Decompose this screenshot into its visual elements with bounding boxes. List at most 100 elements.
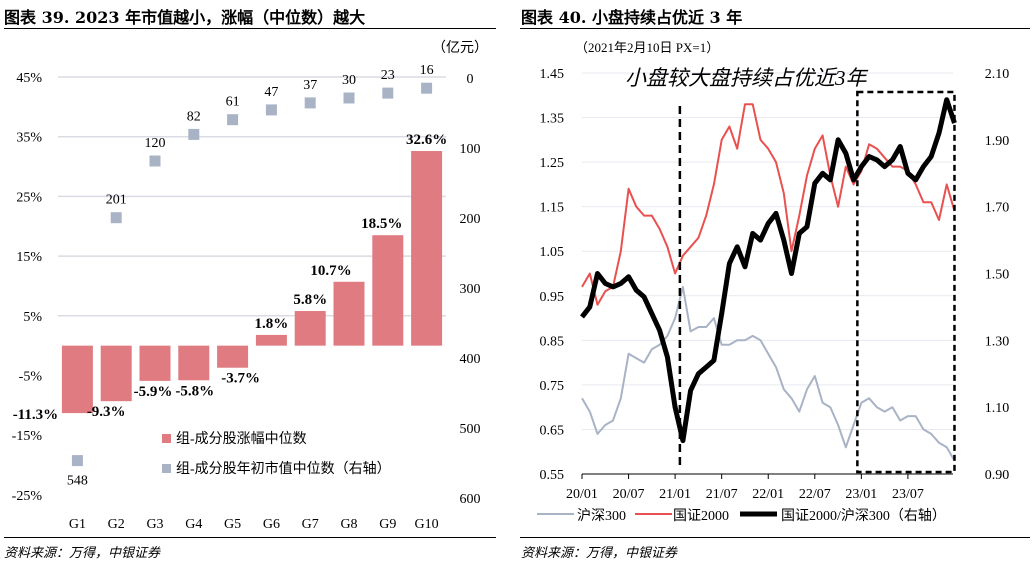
left-source: 资料来源：万得，中银证券 bbox=[4, 546, 161, 561]
scatter-point-G5 bbox=[227, 114, 239, 126]
x-tick-label: 22/01 bbox=[752, 487, 784, 502]
scatter-data-label: 61 bbox=[226, 95, 240, 110]
y-left-tick-label: 0.65 bbox=[540, 423, 565, 438]
scatter-data-label: 120 bbox=[145, 136, 166, 151]
bar-data-label: -3.7% bbox=[221, 371, 260, 387]
scatter-data-label: 23 bbox=[381, 68, 395, 83]
bar-data-label: 10.7% bbox=[310, 263, 351, 279]
scatter-data-label: 16 bbox=[420, 63, 434, 78]
x-tick-label: 20/07 bbox=[613, 487, 645, 502]
title-rule-left bbox=[4, 28, 496, 29]
y-right-unit: （亿元） bbox=[432, 40, 488, 56]
x-tick-label: G10 bbox=[415, 517, 439, 532]
scatter-data-label: 82 bbox=[187, 109, 201, 124]
bar-data-label: -5.8% bbox=[175, 383, 214, 399]
scatter-point-G4 bbox=[188, 128, 200, 140]
scatter-data-label: 37 bbox=[303, 78, 317, 93]
bar-data-label: -9.3% bbox=[87, 404, 126, 420]
x-tick-label: 21/07 bbox=[706, 487, 738, 502]
scatter-data-label: 30 bbox=[342, 73, 356, 88]
y-right-tick-label: 1.70 bbox=[985, 201, 1010, 216]
scatter-point-G10 bbox=[421, 82, 433, 94]
source-rule-left bbox=[4, 537, 496, 538]
y-right-tick-label: 0 bbox=[467, 72, 474, 87]
x-tick-label: 21/01 bbox=[659, 487, 691, 502]
y-right-tick-label: 100 bbox=[460, 142, 481, 157]
y-left-tick-label: 15% bbox=[16, 250, 42, 265]
line-series-0 bbox=[581, 285, 956, 462]
y-left-tick-label: -5% bbox=[19, 370, 43, 385]
dashed-box-marker bbox=[856, 90, 956, 474]
bar-data-label: -11.3% bbox=[13, 407, 58, 423]
bar-G7 bbox=[294, 311, 326, 346]
chart-annotation: 小盘较大盘持续占优近3年 bbox=[625, 66, 868, 90]
y-left-tick-label: 1.05 bbox=[540, 245, 565, 260]
right-source: 资料来源：万得，中银证券 bbox=[521, 546, 678, 561]
y-right-tick-label: 500 bbox=[460, 422, 481, 437]
y-right-tick-label: 400 bbox=[460, 352, 481, 367]
y-right-tick-label: 200 bbox=[460, 212, 481, 227]
x-tick-label: 23/01 bbox=[845, 487, 877, 502]
y-right-tick-label: 600 bbox=[460, 492, 481, 507]
y-left-tick-label: 25% bbox=[16, 190, 42, 205]
y-right-tick-label: 0.90 bbox=[985, 468, 1010, 483]
chart-subtitle: （2021年2月10日 PX=1） bbox=[575, 40, 719, 55]
line-series-1 bbox=[581, 103, 956, 306]
y-left-tick-label: 35% bbox=[16, 131, 42, 146]
bar-data-label: 1.8% bbox=[255, 316, 289, 332]
bar-G10 bbox=[411, 151, 443, 346]
legend-label-1: 国证2000 bbox=[673, 508, 729, 524]
y-left-tick-label: 0.95 bbox=[540, 290, 565, 305]
x-tick-label: G1 bbox=[69, 517, 86, 532]
scatter-point-G1 bbox=[71, 455, 83, 467]
y-right-tick-label: 1.90 bbox=[985, 134, 1010, 149]
x-tick-label: 20/01 bbox=[566, 487, 598, 502]
bar-data-label: -5.9% bbox=[134, 384, 173, 400]
x-tick-label: G4 bbox=[185, 517, 202, 532]
scatter-point-G9 bbox=[382, 87, 394, 99]
y-right-tick-label: 1.50 bbox=[985, 268, 1010, 283]
y-left-tick-label: 1.15 bbox=[540, 201, 565, 216]
y-left-tick-label: -15% bbox=[12, 429, 43, 444]
y-left-tick-label: 0.85 bbox=[540, 334, 565, 349]
title-rule-right bbox=[520, 28, 1030, 29]
scatter-point-G8 bbox=[343, 92, 355, 104]
bar-data-label: 18.5% bbox=[361, 216, 402, 232]
scatter-point-G6 bbox=[265, 104, 277, 116]
x-tick-label: G7 bbox=[302, 517, 319, 532]
scatter-point-G7 bbox=[304, 97, 316, 109]
bar-G2 bbox=[100, 345, 132, 402]
scatter-data-label: 47 bbox=[264, 85, 278, 100]
left-chart-title: 图表 39. 2023 年市值越小，涨幅（中位数）越大 bbox=[4, 8, 366, 27]
x-tick-label: G8 bbox=[340, 517, 357, 532]
bar-G4 bbox=[178, 345, 210, 381]
line-series-2 bbox=[580, 97, 957, 444]
x-tick-label: 23/07 bbox=[892, 487, 924, 502]
x-tick-label: G9 bbox=[379, 517, 396, 532]
y-left-tick-label: 45% bbox=[16, 71, 42, 86]
legend-swatch-bar bbox=[162, 434, 171, 443]
bar-G6 bbox=[255, 334, 287, 346]
scatter-point-G2 bbox=[110, 212, 122, 224]
y-left-tick-label: 5% bbox=[23, 310, 42, 325]
right-chart-title: 图表 40. 小盘持续占优近 3 年 bbox=[521, 8, 743, 27]
y-left-tick-label: 0.55 bbox=[540, 468, 565, 483]
bar-G3 bbox=[139, 345, 171, 381]
y-left-tick-label: 1.35 bbox=[540, 112, 565, 127]
legend-swatch-scatter bbox=[162, 464, 171, 473]
y-left-tick-label: 1.25 bbox=[540, 156, 565, 171]
x-tick-label: G2 bbox=[108, 517, 125, 532]
legend-label-2: 国证2000/沪深300（右轴） bbox=[781, 508, 946, 524]
y-left-tick-label: 1.45 bbox=[540, 67, 565, 82]
y-right-tick-label: 2.10 bbox=[985, 67, 1010, 82]
legend-label-0: 沪深300 bbox=[577, 508, 626, 524]
x-tick-label: G6 bbox=[263, 517, 280, 532]
source-rule-right bbox=[520, 537, 1030, 538]
bar-data-label: 32.6% bbox=[406, 132, 447, 148]
legend-label-scatter: 组-成分股年初市值中位数（右轴） bbox=[176, 460, 391, 477]
y-left-tick-label: 0.75 bbox=[540, 379, 565, 394]
bar-G5 bbox=[217, 345, 249, 368]
x-tick-label: G5 bbox=[224, 517, 241, 532]
bar-data-label: 5.8% bbox=[293, 292, 327, 308]
